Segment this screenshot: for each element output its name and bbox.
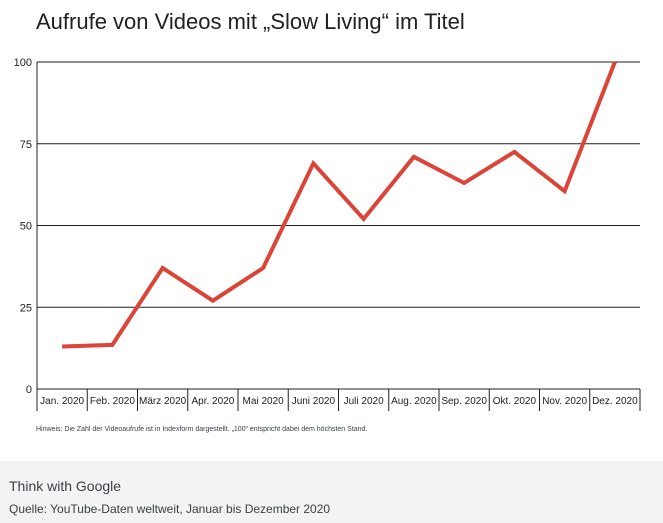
x-tick-label: Mai 2020 bbox=[243, 396, 285, 407]
y-tick-label: 25 bbox=[20, 302, 32, 314]
x-tick-label: Feb. 2020 bbox=[90, 396, 135, 407]
y-tick-label: 50 bbox=[20, 221, 32, 233]
x-tick-label: Juni 2020 bbox=[292, 396, 336, 407]
x-tick-label: Jan. 2020 bbox=[40, 396, 84, 407]
x-tick-label: Aug. 2020 bbox=[391, 396, 437, 407]
x-tick-label: Dez. 2020 bbox=[592, 396, 638, 407]
y-tick-label: 75 bbox=[20, 139, 32, 151]
footer: Think with Google Quelle: YouTube-Daten … bbox=[0, 461, 663, 523]
x-tick-label: Okt. 2020 bbox=[493, 396, 537, 407]
y-tick-label: 100 bbox=[14, 57, 32, 69]
x-tick-label: Sep. 2020 bbox=[441, 396, 487, 407]
footer-source: Quelle: YouTube-Daten weltweit, Januar b… bbox=[9, 502, 331, 516]
x-tick-label: März 2020 bbox=[139, 396, 187, 407]
footer-brand: Think with Google bbox=[9, 478, 122, 494]
chart-title: Aufrufe von Videos mit „Slow Living“ im … bbox=[36, 9, 465, 34]
x-tick-label: Juli 2020 bbox=[344, 396, 384, 407]
y-axis-labels: 0 25 50 75 100 bbox=[14, 57, 32, 396]
x-tick-label: Apr. 2020 bbox=[191, 396, 234, 407]
y-tick-label: 0 bbox=[26, 384, 32, 396]
chart-footnote: Hinweis: Die Zahl der Videoaufrufe ist i… bbox=[36, 426, 368, 433]
x-axis-labels: Jan. 2020 Feb. 2020 März 2020 Apr. 2020 Mai … bbox=[40, 396, 638, 407]
axes bbox=[36, 62, 641, 411]
series bbox=[62, 61, 617, 349]
line-chart: Jan. 2020 Feb. 2020 März 2020 Apr. 2020 Mai … bbox=[14, 57, 641, 411]
x-tick-label: Nov. 2020 bbox=[542, 396, 587, 407]
gridlines bbox=[37, 61, 640, 390]
series-line bbox=[62, 61, 617, 349]
